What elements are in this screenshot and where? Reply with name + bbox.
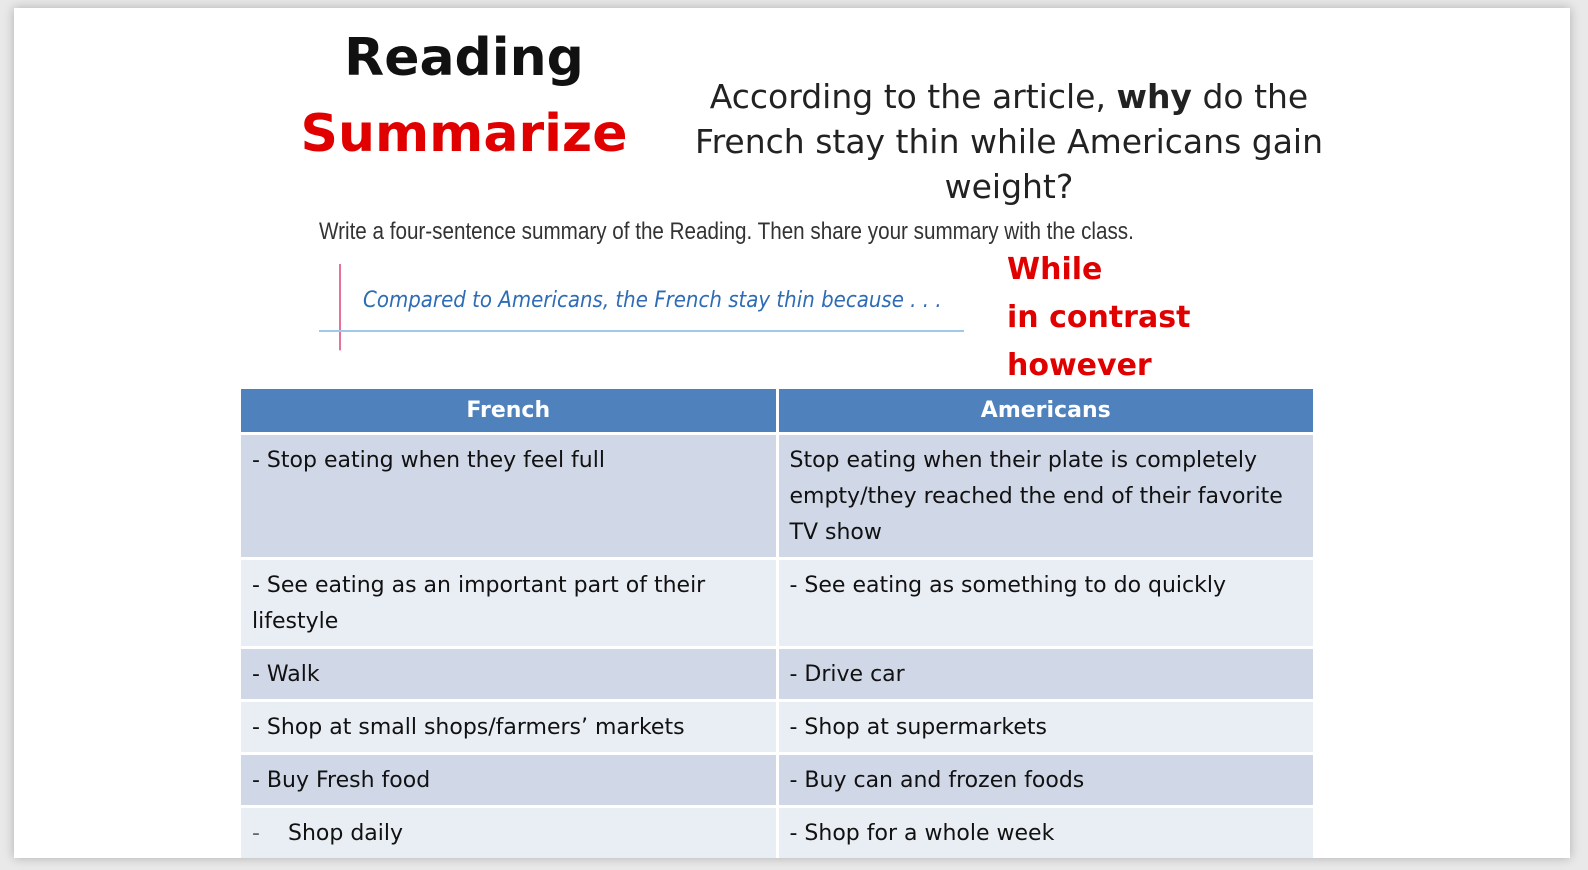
cell-americans: - Shop for a whole week	[778, 808, 1313, 858]
cell-french-text: Shop daily	[288, 821, 404, 846]
cell-french: - Walk	[241, 649, 776, 699]
torn-note-paper: Compared to Americans, the French stay t…	[319, 264, 964, 352]
header-french: French	[241, 389, 776, 432]
question-part-1: According to the article,	[709, 77, 1117, 116]
cell-americans: - Shop at supermarkets	[778, 702, 1313, 752]
note-rule-line	[319, 330, 964, 332]
table-row: - Shop daily - Shop for a whole week	[241, 808, 1313, 858]
table-row: - Buy Fresh food - Buy can and frozen fo…	[241, 755, 1313, 805]
cell-french: - Shop at small shops/farmers’ markets	[241, 702, 776, 752]
cell-french: - See eating as an important part of the…	[241, 560, 776, 646]
question-part-2: do the French stay thin while Americans …	[695, 77, 1323, 206]
table-row: - Shop at small shops/farmers’ markets -…	[241, 702, 1313, 752]
header-americans: Americans	[778, 389, 1313, 432]
table-row: - Stop eating when they feel full Stop e…	[241, 435, 1313, 557]
discussion-question: According to the article, why do the Fre…	[679, 74, 1339, 209]
cell-americans: - Drive car	[778, 649, 1313, 699]
note-margin-line	[339, 264, 341, 352]
note-sentence-starter: Compared to Americans, the French stay t…	[363, 288, 942, 313]
cell-french: - Stop eating when they feel full	[241, 435, 776, 557]
connector-however: however	[1007, 348, 1152, 383]
table-row: - Walk - Drive car	[241, 649, 1313, 699]
cell-americans: Stop eating when their plate is complete…	[778, 435, 1313, 557]
contrast-connectors: While in contrast however	[1007, 246, 1190, 390]
bullet-dash: -	[252, 821, 260, 846]
cell-americans: - See eating as something to do quickly	[778, 560, 1313, 646]
instruction-text: Write a four-sentence summary of the Rea…	[319, 218, 1134, 245]
slide: Reading Summarize According to the artic…	[14, 8, 1570, 858]
question-emphasis: why	[1116, 77, 1192, 116]
slide-title: Reading	[344, 28, 584, 88]
connector-in-contrast: in contrast	[1007, 300, 1191, 335]
cell-americans: - Buy can and frozen foods	[778, 755, 1313, 805]
slide-subtitle: Summarize	[300, 104, 628, 164]
comparison-table: French Americans - Stop eating when they…	[238, 386, 1316, 861]
connector-while: While	[1007, 252, 1103, 287]
table-header-row: French Americans	[241, 389, 1313, 432]
cell-french: - Shop daily	[241, 808, 776, 858]
cell-french: - Buy Fresh food	[241, 755, 776, 805]
table-row: - See eating as an important part of the…	[241, 560, 1313, 646]
